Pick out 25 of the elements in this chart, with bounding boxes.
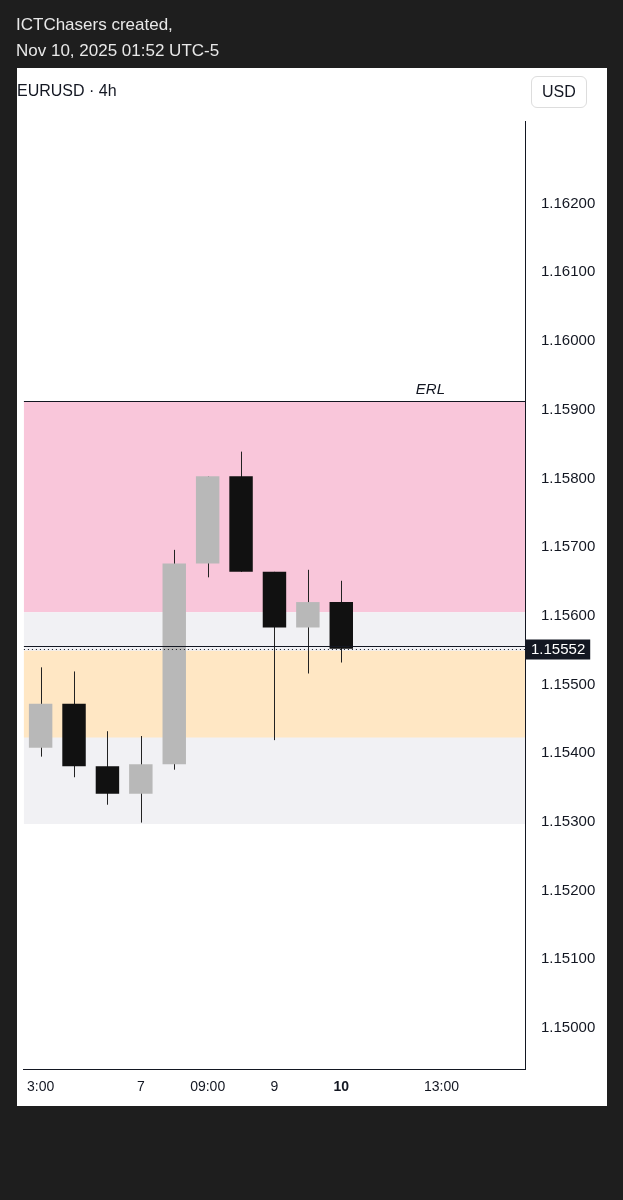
y-tick-label: 1.15900 (541, 399, 596, 417)
x-tick-label: 3:00 (27, 1078, 55, 1095)
ref-line-label: ERL (415, 380, 445, 398)
ref-line-label: 1.15552 (531, 639, 586, 657)
y-tick-label: 1.16100 (541, 262, 596, 280)
y-tick-label: 1.15600 (541, 605, 596, 623)
x-tick-label: 10 (333, 1078, 350, 1095)
y-axis-title: USD (531, 76, 587, 108)
text: ICTChasers created, (16, 14, 174, 36)
x-tick-label: 13:00 (423, 1078, 460, 1095)
y-tick-label: 1.15500 (541, 674, 596, 692)
x-tick-label: 7 (136, 1078, 145, 1095)
y-tick-label: 1.15300 (541, 812, 596, 830)
y-tick-label: 1.15700 (541, 537, 596, 555)
y-tick-label: 1.16000 (541, 331, 596, 349)
chart-title: EURUSD · 4h (17, 82, 117, 100)
y-tick-label: 1.15400 (541, 743, 596, 761)
y-tick-label: 1.15100 (541, 949, 596, 967)
y-tick-label: 1.15000 (541, 1018, 596, 1036)
y-tick-label: 1.15800 (541, 468, 596, 486)
y-tick-label: 1.16200 (541, 193, 596, 211)
x-tick-label: 09:00 (190, 1078, 226, 1095)
x-tick-label: 9 (270, 1078, 279, 1095)
text: Nov 10, 2025 01:52 UTC-5 (16, 40, 220, 62)
y-tick-label: 1.15200 (541, 880, 596, 898)
